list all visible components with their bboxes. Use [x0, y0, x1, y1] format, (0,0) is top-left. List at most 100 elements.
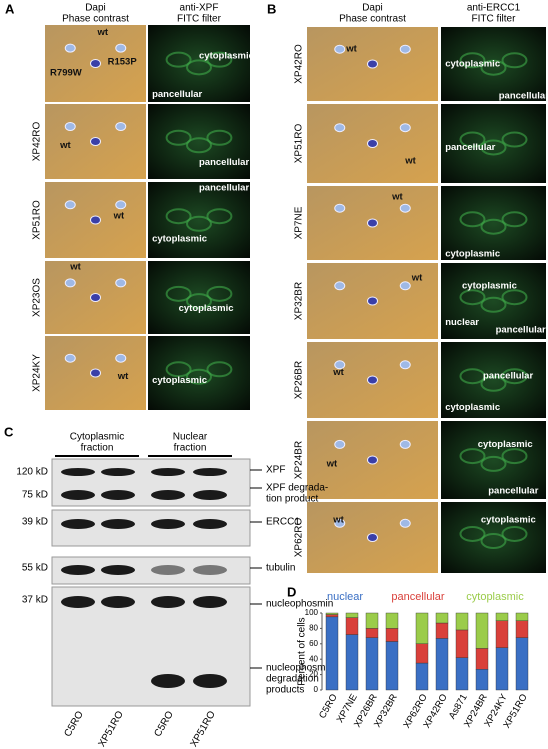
- panel-letter: C: [4, 424, 14, 439]
- nucleus: [334, 281, 346, 291]
- nucleus: [399, 203, 411, 213]
- fitc-image: [148, 336, 250, 410]
- image-tag: wt: [326, 458, 338, 469]
- image-tag: R799W: [50, 67, 82, 78]
- nucleus: [334, 203, 346, 213]
- cell-stain: [501, 448, 528, 465]
- image-tag: wt: [404, 155, 416, 166]
- cell-stain: [186, 215, 212, 232]
- bar-segment: [455, 629, 469, 658]
- blot-band: [151, 596, 185, 608]
- legend-entry: pancellular: [391, 591, 445, 603]
- image-tag: pancellular: [499, 90, 548, 101]
- bar-segment: [385, 641, 399, 691]
- bar-segment: [365, 628, 379, 638]
- fitc-image: [441, 27, 546, 101]
- nucleus: [367, 296, 378, 306]
- lane-label: C5RO: [62, 709, 86, 739]
- cell-stain: [501, 368, 528, 385]
- blot-band: [151, 519, 185, 529]
- bar-segment: [385, 612, 399, 629]
- cell-stain: [501, 52, 528, 69]
- column-header: anti-XPF: [180, 3, 219, 14]
- band-label: products: [266, 685, 304, 696]
- nucleus: [334, 439, 346, 449]
- bar-segment: [415, 662, 429, 691]
- nucleus: [367, 533, 378, 542]
- y-axis-label: Percent of cells: [297, 617, 308, 685]
- image-tag: wt: [411, 273, 423, 284]
- blot-band: [101, 519, 135, 529]
- cell-stain: [459, 52, 486, 69]
- nucleus: [367, 218, 378, 228]
- nucleus: [367, 375, 378, 385]
- cell-stain: [206, 51, 233, 68]
- cell-stain: [501, 289, 528, 306]
- bar-segment: [325, 612, 339, 615]
- nucleus: [367, 59, 378, 69]
- fraction-label: Cytoplasmic: [70, 432, 124, 443]
- bar-segment: [515, 620, 529, 638]
- bar-segment: [475, 612, 489, 649]
- image-tag: pancellular: [483, 371, 533, 382]
- band-label: degradation: [266, 674, 319, 685]
- blot-band: [193, 596, 227, 608]
- cell-stain: [206, 129, 233, 146]
- image-tag: cytoplasmic: [445, 402, 500, 413]
- image-tag: cytoplasmic: [179, 303, 234, 314]
- nucleus: [90, 293, 101, 302]
- row-label: XP32BR: [294, 282, 305, 320]
- bar-segment: [435, 612, 449, 624]
- band-label: tion product: [266, 494, 318, 505]
- band-label: XPF degrada-: [266, 483, 328, 494]
- cell-stain: [165, 285, 192, 302]
- nucleus: [64, 278, 76, 288]
- image-tag: wt: [59, 140, 71, 151]
- lane-label: XP51RO: [189, 709, 218, 749]
- nucleus: [334, 44, 346, 54]
- cell-stain: [480, 59, 507, 76]
- cell-stain: [459, 131, 486, 148]
- y-tick-label: 40: [309, 654, 318, 663]
- row-label: XP42RO: [294, 44, 305, 84]
- nucleus: [64, 200, 76, 210]
- band-label: ERCC1: [266, 517, 300, 528]
- bar-segment: [455, 612, 469, 631]
- blot-band: [193, 519, 227, 529]
- blot-band: [193, 490, 227, 500]
- cell-stain: [480, 218, 507, 235]
- bar-segment: [325, 614, 339, 618]
- row-label: XP62RO: [294, 518, 305, 558]
- blot-band: [101, 468, 135, 476]
- lane-label: C5RO: [152, 709, 176, 739]
- blot-band: [151, 674, 185, 688]
- image-tag: pancellular: [199, 157, 249, 168]
- column-header: Phase contrast: [339, 14, 406, 25]
- blot-band: [193, 674, 227, 688]
- fitc-image: [441, 186, 546, 260]
- image-tag: wt: [113, 211, 125, 222]
- column-header: FITC filter: [177, 14, 222, 25]
- nucleus: [90, 368, 101, 378]
- bar-segment: [345, 612, 359, 618]
- marker-label: 37 kD: [22, 595, 48, 606]
- cell-stain: [480, 139, 507, 156]
- image-tag: pancellular: [488, 486, 538, 497]
- panel-letter: B: [267, 1, 276, 16]
- image-tag: cytoplasmic: [152, 375, 207, 386]
- image-tag: pancellular: [445, 142, 495, 153]
- cell-stain: [165, 51, 192, 68]
- blot-band: [101, 565, 135, 575]
- bar-segment: [495, 647, 509, 691]
- row-label: XP26BR: [294, 361, 305, 399]
- cell-stain: [186, 59, 212, 76]
- blot-band: [193, 565, 227, 575]
- y-tick-label: 0: [314, 685, 319, 694]
- band-label: nucleophosmin: [266, 599, 333, 610]
- band-label: nucleophosmin: [266, 663, 333, 674]
- nucleus: [334, 360, 346, 370]
- cell-stain: [206, 285, 233, 302]
- fitc-image: [441, 502, 546, 573]
- image-tag: wt: [345, 44, 357, 55]
